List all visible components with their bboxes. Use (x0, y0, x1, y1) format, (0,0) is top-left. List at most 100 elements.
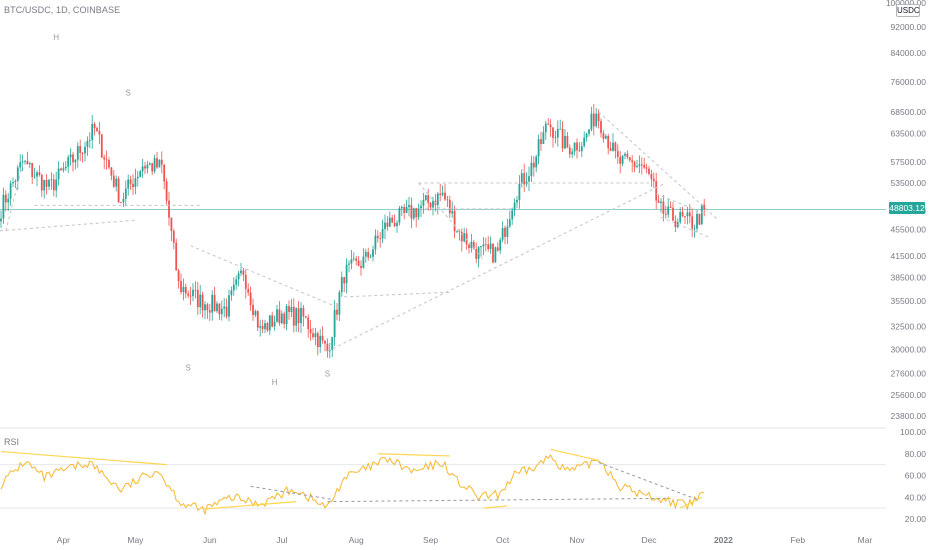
rsi-tick-label: 80.00 (905, 449, 927, 459)
candle-body (684, 216, 686, 217)
candle-body (115, 178, 118, 187)
candle-body (240, 270, 242, 274)
candle-body (148, 163, 151, 165)
candle-body (559, 128, 562, 130)
candle-body (528, 176, 530, 182)
candle-body (300, 307, 302, 324)
symbol-title[interactable]: BTC/USDC, 1D, COINBASE (4, 5, 121, 15)
candle-body (160, 159, 163, 165)
candle-body (319, 335, 322, 348)
candle-body (307, 317, 310, 330)
candle-body (256, 311, 259, 328)
candle-body (7, 198, 10, 203)
candle-body (451, 211, 454, 214)
candle-body (26, 160, 29, 165)
price-tick-label: 25600.00 (891, 390, 927, 400)
candle-body (645, 167, 648, 169)
candle-body (180, 281, 182, 293)
price-tick-label: 53500.00 (891, 178, 927, 188)
candle-body (134, 178, 137, 188)
candle-body (384, 222, 386, 229)
descending-trendline (598, 111, 719, 221)
candle-body (57, 168, 60, 180)
candle-body (362, 256, 365, 268)
candle-body (439, 193, 442, 195)
candle-body (146, 164, 149, 169)
candle-body (86, 140, 89, 147)
candle-body (194, 289, 197, 291)
candle-body (141, 166, 144, 172)
candle-body (482, 244, 485, 247)
candle-body (470, 241, 473, 249)
rsi-tick-label: 100.00 (900, 427, 926, 437)
candle-body (230, 290, 233, 296)
candle-body (136, 176, 139, 179)
time-tick-label: Nov (569, 535, 585, 545)
candle-body (84, 146, 86, 154)
candle-body (621, 155, 624, 164)
candle-body (280, 313, 283, 324)
candle-body (432, 200, 434, 208)
candle-body (223, 306, 226, 309)
candle-body (628, 157, 631, 161)
candle-body (177, 270, 180, 282)
candle-body (144, 166, 146, 169)
candle-body (504, 227, 506, 237)
candle-body (396, 222, 398, 227)
price-tick-label: 30000.00 (891, 344, 927, 354)
candle-body (415, 208, 418, 218)
candle-body (48, 180, 50, 187)
rsi-tick-label: 20.00 (905, 514, 927, 524)
candle-body (38, 172, 41, 175)
candle-body (530, 162, 533, 177)
candle-body (624, 153, 626, 156)
candle-body (422, 200, 425, 206)
candle-body (580, 146, 583, 152)
candle-body (585, 133, 588, 138)
candle-body (252, 304, 254, 316)
candle-body (379, 238, 382, 240)
candle-body (204, 304, 206, 311)
time-tick-label: Oct (496, 535, 510, 545)
candle-body (304, 316, 307, 318)
candle-body (283, 313, 286, 325)
candle-body (487, 244, 490, 249)
rsi-indicator-label[interactable]: RSI (4, 437, 20, 447)
candle-body (429, 202, 432, 208)
price-tick-label: 27600.00 (891, 368, 927, 378)
candle-body (607, 135, 610, 149)
candle-body (393, 222, 396, 227)
rsi-line (0, 454, 705, 516)
candle-body (475, 249, 478, 259)
candle-body (568, 147, 571, 155)
candle-body (472, 241, 475, 250)
candle-body (196, 289, 199, 308)
time-tick-label: Jul (276, 535, 287, 545)
candle-body (556, 128, 559, 138)
candle-body (321, 335, 324, 341)
candle-body (88, 140, 91, 141)
candle-body (566, 136, 569, 148)
price-tick-label: 63500.00 (891, 129, 927, 139)
currency-selector[interactable]: USDC (896, 4, 920, 17)
candle-body (679, 212, 682, 223)
candle-body (165, 181, 168, 201)
last-price-badge: 48803.12 (889, 202, 925, 214)
rsi-tick-label: 60.00 (905, 471, 927, 481)
candle-body (638, 164, 641, 167)
candle-body (381, 228, 384, 239)
candle-body (182, 286, 185, 293)
candle-body (494, 247, 497, 263)
candle-body (242, 270, 245, 275)
candle-body (314, 333, 317, 338)
price-tick-label: 76000.00 (891, 77, 927, 87)
candle-body (453, 211, 456, 232)
candle-body (655, 181, 658, 201)
candle-body (40, 174, 43, 191)
pattern-label: S (325, 370, 330, 379)
candle-body (93, 123, 96, 129)
candle-body (460, 231, 463, 242)
candle-body (696, 213, 698, 229)
candle-body (67, 157, 70, 167)
